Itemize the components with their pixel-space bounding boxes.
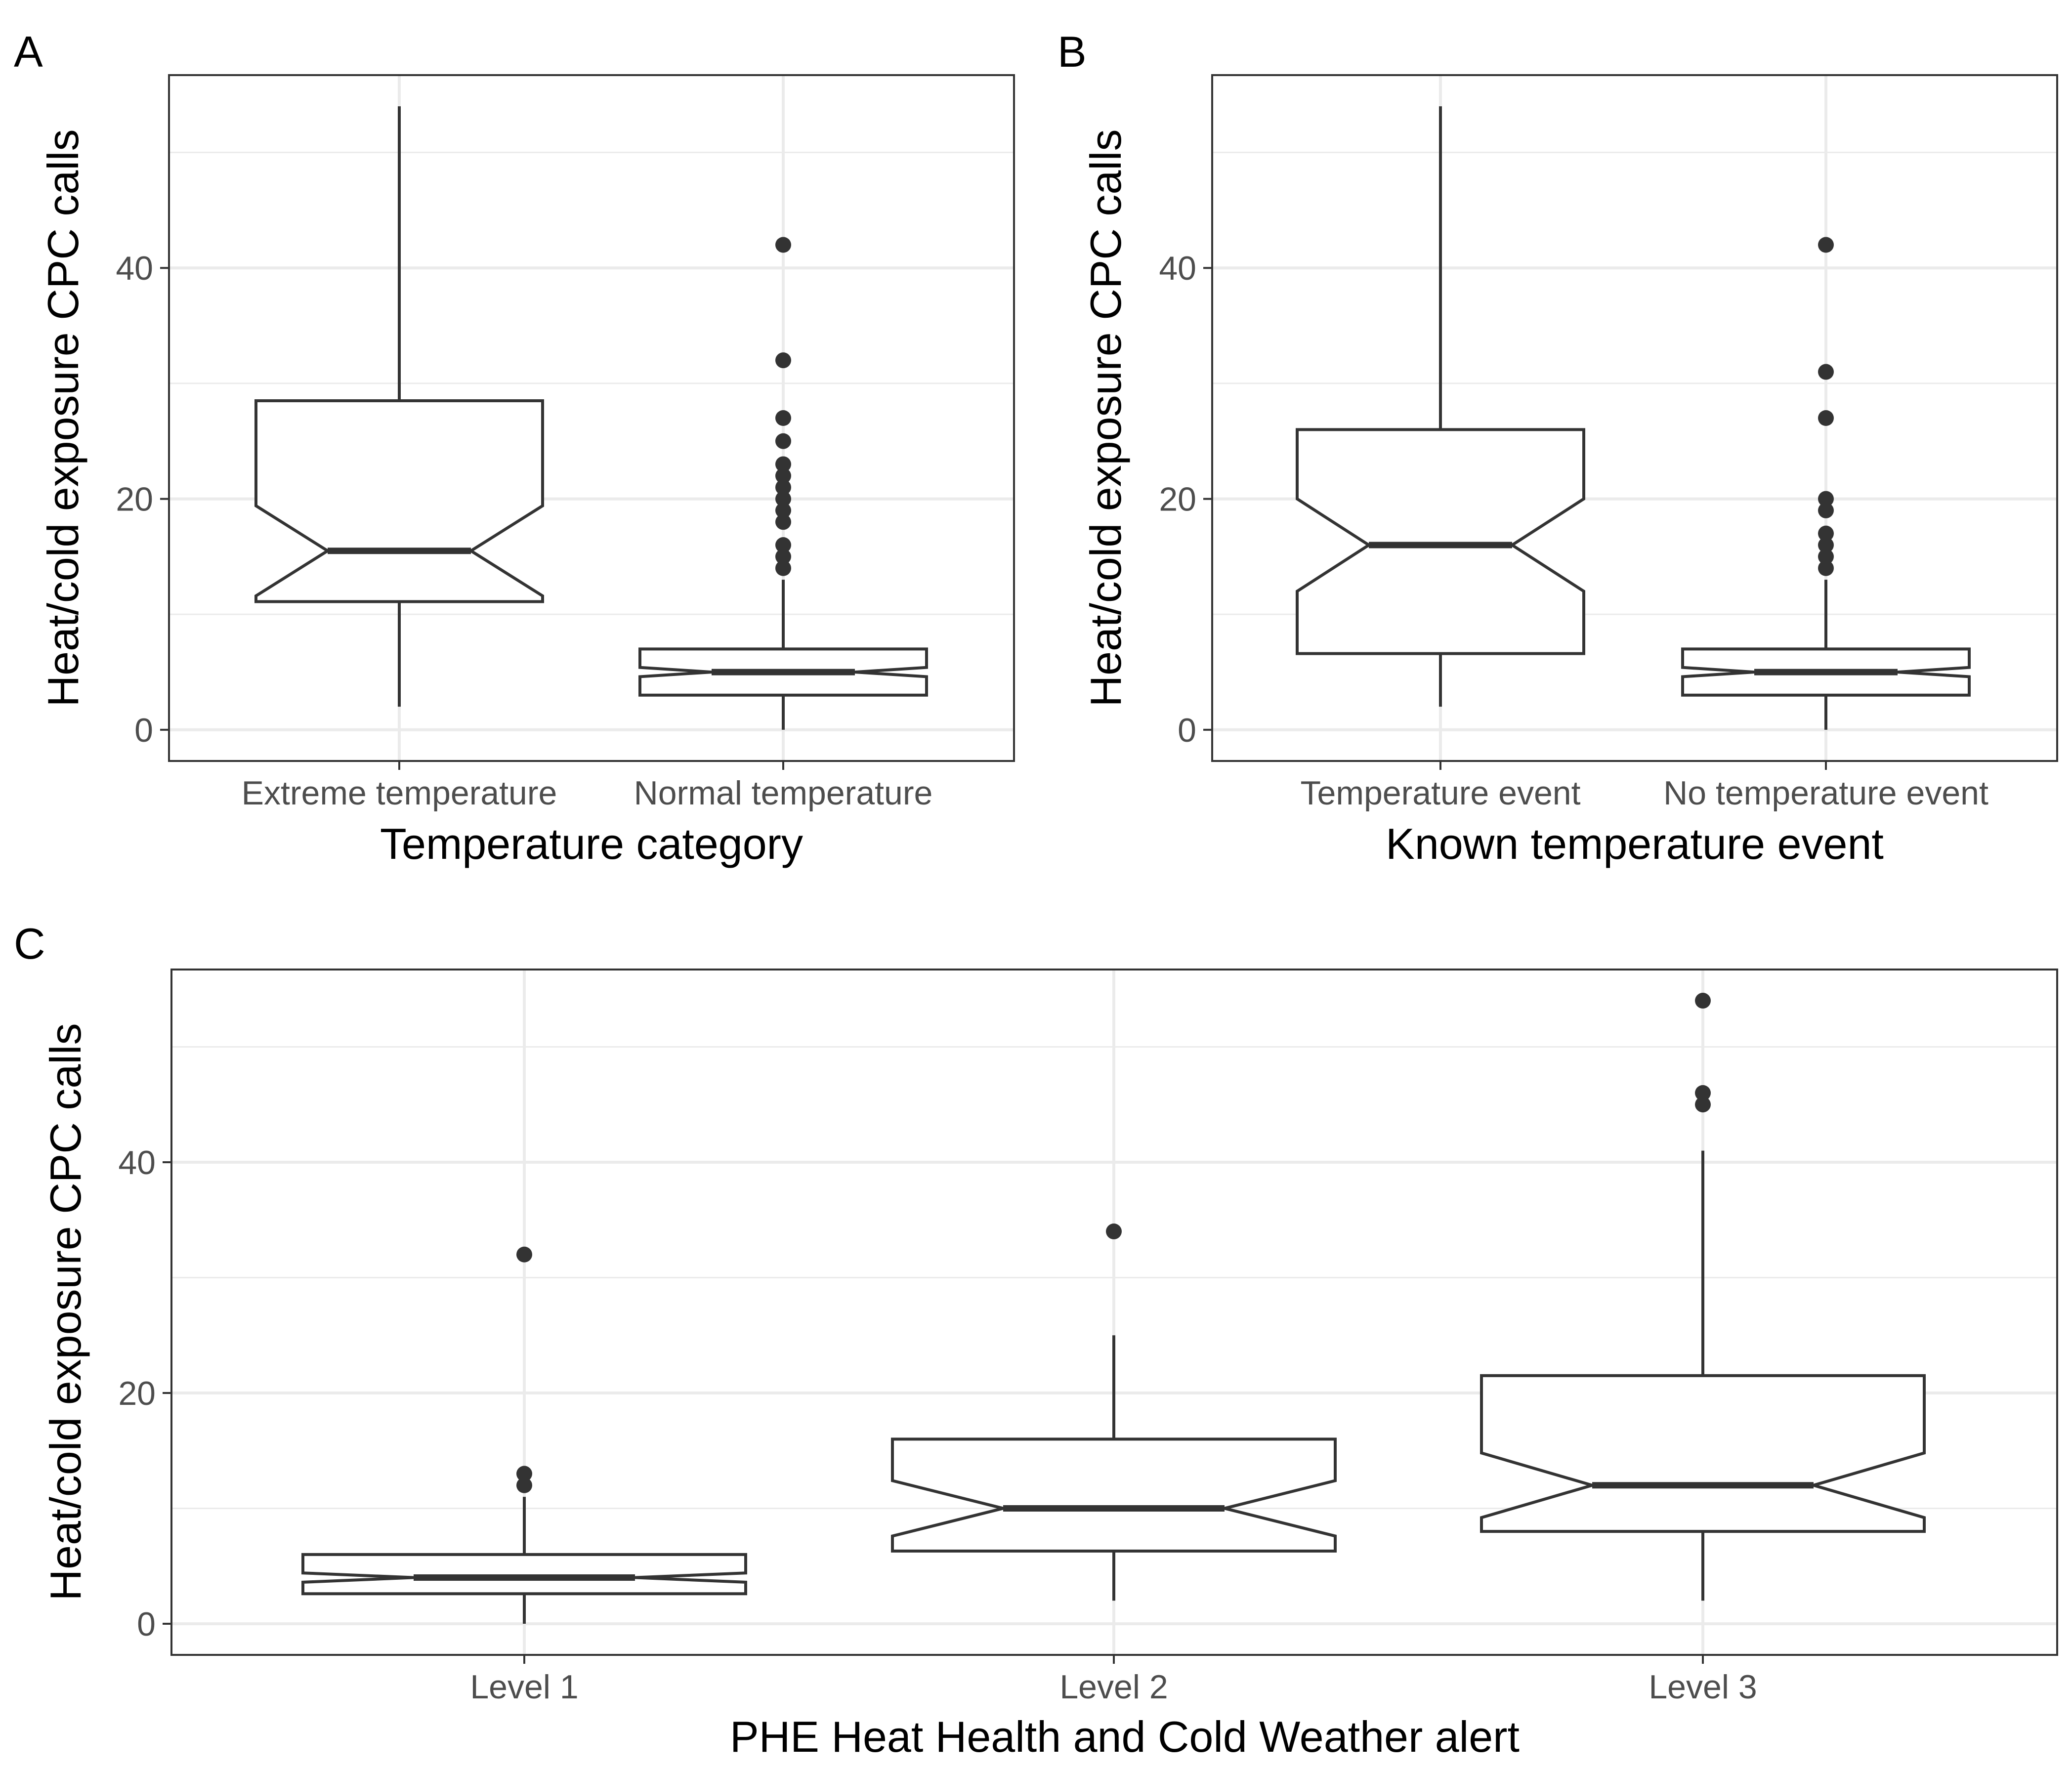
- outlier-point: [1818, 548, 1834, 565]
- y-tick-label: 40: [118, 1144, 156, 1181]
- outlier-point: [775, 433, 791, 449]
- boxplot-no-temperature-event: [1681, 237, 1971, 730]
- y-tick-label: 0: [1178, 712, 1196, 749]
- boxplot-level-1: [301, 1246, 747, 1624]
- y-axis-title: Heat/cold exposure CPC calls: [1081, 129, 1130, 707]
- boxplot-normal-temperature: [638, 237, 928, 730]
- y-tick-label: 40: [116, 250, 153, 287]
- outlier-point: [1818, 364, 1834, 380]
- x-axis-title: Temperature category: [380, 819, 803, 868]
- outlier-point: [516, 1477, 532, 1493]
- boxplot-level-2: [891, 1224, 1337, 1601]
- outlier-point: [775, 548, 791, 565]
- x-tick-label: Extreme temperature: [242, 774, 557, 812]
- outlier-point: [516, 1466, 532, 1482]
- outlier-point: [1818, 502, 1834, 518]
- outlier-point: [516, 1246, 532, 1263]
- panel-b: B 0 20 40 Temperature event No temperature e…: [1057, 27, 2058, 868]
- notched-box: [891, 1437, 1337, 1553]
- outlier-point: [775, 537, 791, 553]
- panel-a: A 0 20 40 Extreme temperature Normal tempera…: [14, 27, 1015, 868]
- outlier-point: [1818, 491, 1834, 507]
- outlier-point: [775, 352, 791, 369]
- notched-box: [254, 399, 544, 603]
- outlier-point: [775, 491, 791, 507]
- x-axis-title: PHE Heat Health and Cold Weather alert: [730, 1712, 1520, 1761]
- outlier-point: [1818, 537, 1834, 553]
- outlier-point: [1818, 410, 1834, 426]
- y-tick-label: 20: [1159, 481, 1196, 518]
- outlier-point: [1695, 1097, 1711, 1113]
- panel-c: C 0 20 40 Level 1 Level 2 Level 3 PHE Heat Hea…: [14, 919, 2058, 1761]
- y-axis-title: Heat/cold exposure CPC calls: [41, 1023, 90, 1601]
- y-axis-title: Heat/cold exposure CPC calls: [39, 129, 87, 707]
- outlier-point: [775, 514, 791, 530]
- x-tick-label: No temperature event: [1663, 774, 1988, 812]
- outlier-point: [775, 237, 791, 253]
- outlier-point: [1818, 560, 1834, 576]
- notched-box: [1296, 428, 1585, 655]
- outlier-point: [775, 560, 791, 576]
- panel-border: [1211, 74, 2058, 762]
- notched-box: [301, 1553, 747, 1596]
- outlier-point: [775, 502, 791, 518]
- x-tick-label: Level 2: [1059, 1668, 1168, 1706]
- panel-letter-c: C: [14, 919, 45, 968]
- boxplot-temperature-event: [1296, 106, 1585, 707]
- outlier-point: [1695, 1085, 1711, 1101]
- notched-box: [1480, 1374, 1926, 1533]
- outlier-point: [1695, 993, 1711, 1009]
- outlier-point: [775, 410, 791, 426]
- x-axis-title: Known temperature event: [1386, 819, 1884, 868]
- x-tick-label: Level 1: [470, 1668, 578, 1706]
- outlier-point: [1818, 237, 1834, 253]
- panel-letter-b: B: [1057, 27, 1087, 76]
- panel-letter-a: A: [14, 27, 43, 76]
- outlier-point: [775, 456, 791, 472]
- y-tick-label: 40: [1159, 250, 1196, 287]
- y-tick-label: 20: [118, 1375, 156, 1412]
- outlier-point: [775, 479, 791, 496]
- y-tick-label: 0: [134, 712, 153, 749]
- x-tick-label: Normal temperature: [634, 774, 933, 812]
- outlier-point: [775, 467, 791, 484]
- panel-border: [168, 74, 1015, 762]
- outlier-point: [1818, 525, 1834, 542]
- boxplot-level-3: [1480, 993, 1926, 1601]
- x-tick-label: Level 3: [1649, 1668, 1757, 1706]
- x-tick-label: Temperature event: [1301, 774, 1581, 812]
- y-tick-label: 20: [116, 481, 153, 518]
- outlier-point: [1106, 1224, 1122, 1240]
- y-tick-label: 0: [137, 1605, 156, 1643]
- boxplot-extreme-temperature: [254, 106, 544, 707]
